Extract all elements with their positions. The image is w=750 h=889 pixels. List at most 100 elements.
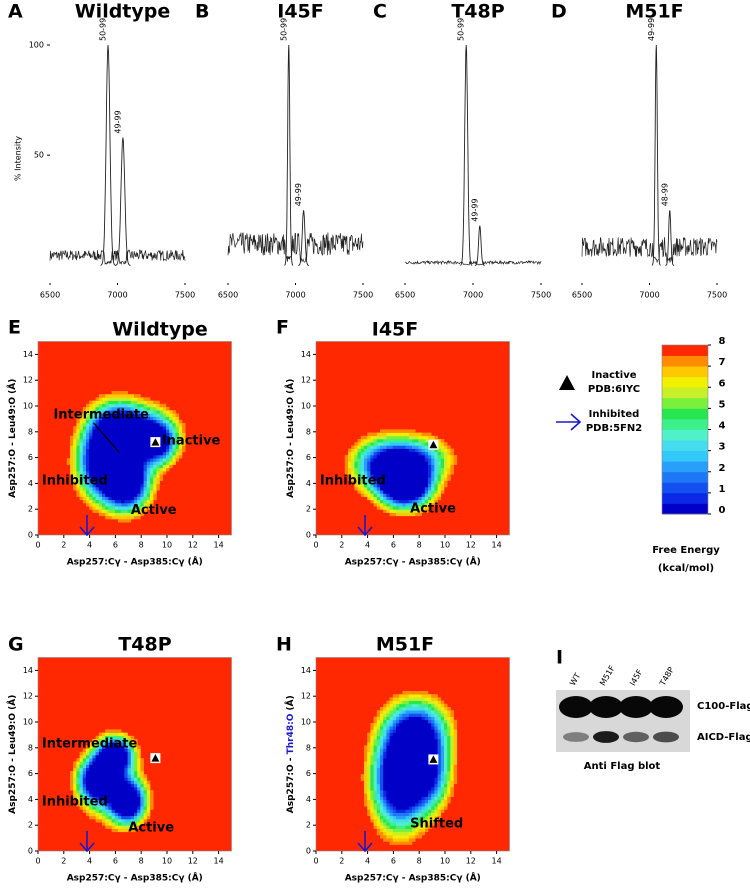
heat-cell [412,496,416,501]
heat-cell [357,483,362,488]
heat-cell [82,774,87,778]
heat-cell [82,419,87,424]
heat-cell [405,697,410,701]
heat-cell [348,451,352,456]
heat-cell [408,455,413,459]
heat-cell [431,487,435,491]
heat-cell [354,467,358,472]
heat-cell [134,828,138,833]
heat-cell [76,464,80,469]
heat-cell [137,435,141,440]
heat-cell [118,783,122,788]
heat-cell [408,509,413,513]
heat-cell [444,767,448,772]
heat-cell [79,464,84,469]
heat-cell [380,493,384,497]
heat-cell [431,435,435,440]
heat-cell [367,739,371,743]
heat-cell [156,429,160,433]
heat-cell [105,732,109,737]
colorbar-band [662,503,708,515]
heat-cell [143,493,148,497]
heat-cell [399,806,403,810]
heat-cell [140,439,144,443]
heat-cell [124,742,128,746]
heat-cell [386,464,390,469]
heat-cell [82,777,87,781]
heat-cell [127,809,132,813]
heat-cell [105,512,109,517]
heat-cell [418,455,422,459]
heat-cell [127,748,132,753]
heat-cell [140,400,144,405]
heat-cell [134,471,138,475]
heat-cell [360,458,365,462]
heat-cell [367,774,371,778]
heat-cell [405,729,410,733]
heat-cell [380,799,384,804]
heat-cell [121,461,125,465]
heat-cell [172,423,176,427]
heat-cell [434,493,438,497]
heat-cell [114,477,119,481]
heat-cell [143,471,148,475]
heat-cell [408,771,413,775]
heat-cell [82,445,87,449]
heat-cell [408,806,413,810]
heat-cell [402,748,406,753]
heat-cell [82,451,87,456]
y-tick-label: 8 [306,743,311,752]
heat-cell [73,471,77,475]
heat-cell [124,783,128,788]
heat-cell [389,471,394,475]
heat-cell [134,477,138,481]
heat-cell [137,758,141,762]
heat-cell [95,471,100,475]
y-tick-label: 2 [28,821,33,830]
heat-cell [421,790,426,794]
heat-cell [121,432,125,437]
heat-cell [76,477,80,481]
heat-cell [118,515,122,520]
heat-cell [82,771,87,775]
heat-cell [415,793,419,797]
heat-cell [124,445,128,449]
heat-cell [424,499,429,504]
heat-cell [114,496,119,501]
heat-cell [102,419,106,424]
heat-cell [111,487,116,491]
heat-cell [408,758,413,762]
heat-cell [383,815,387,820]
heat-cell [150,451,154,456]
heat-cell [89,426,93,430]
heat-cell [86,429,90,433]
heat-cell [373,467,378,472]
heat-cell [127,496,132,501]
heat-cell [105,790,109,794]
annotation: Active [128,820,174,835]
heat-cell [408,815,413,820]
heat-cell [440,471,445,475]
heat-cell [431,815,435,820]
heat-cell [380,774,384,778]
heat-cell [121,471,125,475]
peak [284,44,294,266]
heat-cell [143,774,148,778]
heat-cell [396,799,400,804]
heat-cell [140,413,144,417]
heat-cell [156,464,160,469]
heat-cell [143,790,148,794]
heat-cell [146,474,151,478]
heat-cell [376,726,381,730]
heat-cell [98,451,103,456]
heat-cell [121,419,125,424]
heat-cell [434,767,438,772]
heat-cell [108,803,112,807]
heat-cell [418,719,422,724]
heat-cell [428,467,432,472]
heat-cell [415,825,419,829]
heat-cell [444,451,448,456]
heat-cell [434,490,438,494]
heat-cell [370,723,374,727]
heat-cell [367,467,371,472]
